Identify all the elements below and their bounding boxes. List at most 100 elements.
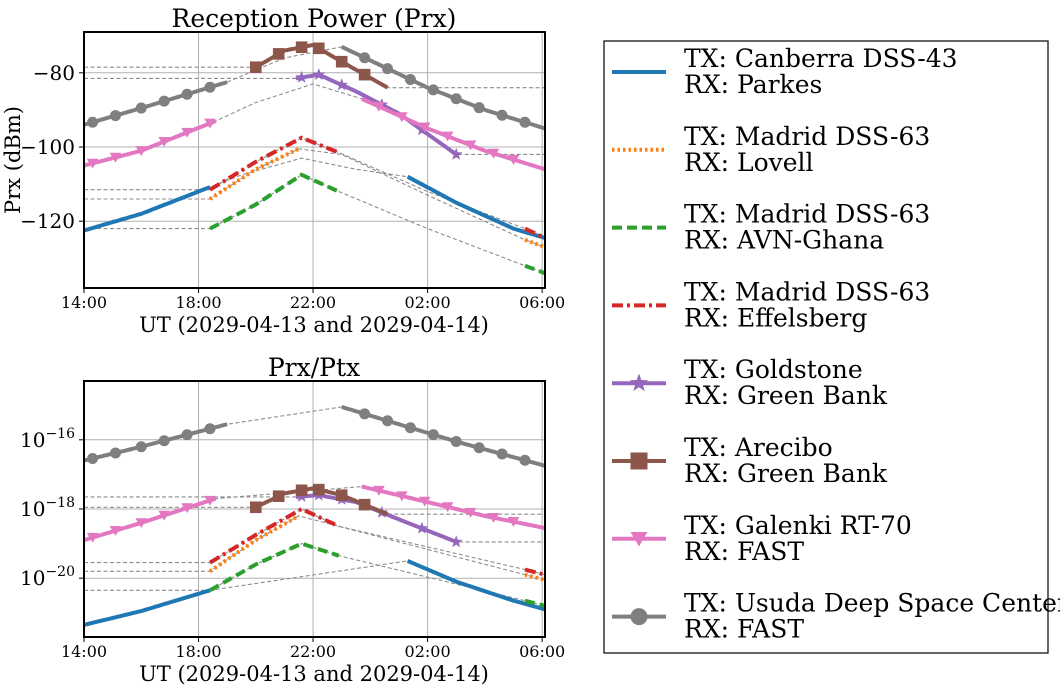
chart2-series-7-marker bbox=[158, 435, 170, 447]
chart2-series-6-marker bbox=[507, 517, 520, 527]
chart2-series-5 bbox=[250, 483, 389, 517]
chart2-series-0-line bbox=[83, 588, 211, 627]
chart2-series-7-marker bbox=[450, 436, 462, 448]
chart2-series-7-marker bbox=[519, 454, 531, 466]
legend-item-2-line2: RX: AVN-Ghana bbox=[684, 226, 884, 255]
chart1-x-ticks: 14:00 18:00 22:00 02:00 06:00 bbox=[61, 288, 565, 312]
chart1-series-7-marker bbox=[450, 93, 462, 105]
chart2-series-0-line bbox=[406, 559, 546, 612]
chart1-series-5 bbox=[250, 41, 389, 90]
legend-item-6-line2: RX: FAST bbox=[684, 537, 804, 566]
legend-item-0-line2: RX: Parkes bbox=[684, 70, 822, 99]
legend-item-1-line2: RX: Lovell bbox=[684, 148, 814, 177]
chart2-series-6-line bbox=[83, 496, 217, 543]
chart2-grid bbox=[83, 381, 545, 637]
legend-item-4-marker bbox=[629, 373, 649, 392]
chart1-xtick-label: 18:00 bbox=[175, 293, 221, 312]
chart2-series bbox=[83, 404, 546, 627]
chart2-y-ticks: 10−20 10−18 10−16 bbox=[20, 426, 84, 590]
legend-item-4-line2: RX: Green Bank bbox=[684, 381, 888, 410]
chart1-series-2 bbox=[209, 172, 546, 276]
chart1-series-5-marker bbox=[335, 55, 348, 68]
chart2-guide-0 bbox=[83, 560, 546, 626]
legend-item-7-line1: TX: Usuda Deep Space Center bbox=[684, 589, 1060, 618]
chart2-title: Prx/Ptx bbox=[268, 353, 360, 382]
chart2-guide-1 bbox=[84, 515, 546, 581]
chart1-series-6-marker bbox=[396, 112, 408, 123]
chart1-xtick-label: 02:00 bbox=[405, 293, 451, 312]
chart1-y-ticks: −120 −100 −80 bbox=[20, 61, 84, 233]
chart2-guide-2 bbox=[84, 543, 546, 607]
chart2-series-5-marker bbox=[295, 484, 308, 497]
chart2-series-6-marker bbox=[373, 485, 385, 496]
chart2-series-7-marker bbox=[382, 415, 394, 427]
chart2-series-6-marker bbox=[204, 495, 216, 506]
chart2-ytick-label: 10−16 bbox=[20, 426, 75, 452]
chart1-guide-2 bbox=[84, 174, 546, 274]
legend-item-1-line1: TX: Madrid DSS-63 bbox=[684, 122, 930, 151]
chart1-series-4-marker bbox=[295, 70, 308, 83]
chart2-series-6-marker bbox=[396, 491, 408, 502]
chart2-series-2-line bbox=[209, 541, 340, 593]
chart1-series-6-marker bbox=[507, 154, 520, 165]
chart1-series-6-marker bbox=[181, 127, 193, 138]
chart2-series-5-marker bbox=[312, 483, 325, 496]
chart1-series-6-marker bbox=[487, 148, 500, 159]
chart1-series-4-marker bbox=[415, 123, 429, 136]
chart1-series-7-marker bbox=[404, 73, 416, 85]
chart2-series-3 bbox=[208, 506, 546, 577]
chart1-series-3 bbox=[208, 135, 546, 240]
chart2-series-6 bbox=[83, 484, 546, 543]
chart1-series-3-line bbox=[208, 135, 340, 192]
chart2-series-7-marker bbox=[496, 448, 508, 460]
chart1-series-4-marker bbox=[449, 147, 463, 160]
chart2-series-3-line bbox=[208, 506, 340, 565]
chart2-series-6-marker bbox=[441, 502, 454, 513]
chart2-series-6-line bbox=[361, 484, 546, 530]
chart2-ytick-label: 10−18 bbox=[20, 495, 75, 521]
chart2-ytick-label: 10−20 bbox=[20, 564, 75, 590]
chart2-series-7-marker bbox=[473, 442, 485, 454]
chart1-guide-1 bbox=[84, 148, 546, 248]
chart2-guide-3 bbox=[84, 508, 546, 576]
chart2-series-2-line bbox=[524, 598, 546, 608]
chart1-series-7-marker bbox=[87, 116, 99, 128]
chart1-series-0-line bbox=[406, 174, 546, 240]
chart1-series-2-line bbox=[209, 172, 340, 231]
chart2-series-6-marker bbox=[109, 525, 122, 536]
chart2-series-7-marker bbox=[135, 441, 147, 453]
chart1-xtick-label: 14:00 bbox=[61, 293, 107, 312]
chart2-xtick-label: 18:00 bbox=[175, 642, 221, 661]
chart-reception-power: Reception Power (Prx) 14:00 18:00 22:00 02:… bbox=[1, 4, 565, 337]
chart2-xtick-label: 02:00 bbox=[405, 642, 451, 661]
chart2-series-6-marker bbox=[86, 532, 99, 543]
chart1-series-7 bbox=[83, 44, 546, 131]
chart2-series-5-marker bbox=[358, 498, 371, 511]
chart1-series-7-line bbox=[340, 44, 546, 131]
chart2-xtick-label: 14:00 bbox=[61, 642, 107, 661]
chart1-guide-3 bbox=[84, 137, 546, 239]
chart1-series-6-marker bbox=[158, 136, 170, 147]
chart2-series-6-marker bbox=[158, 510, 170, 521]
chart2-series-5-marker bbox=[250, 501, 262, 514]
chart1-series-7-marker bbox=[427, 84, 439, 96]
chart2-series-7-marker bbox=[404, 422, 416, 434]
chart2-guide-7 bbox=[83, 406, 546, 467]
chart1-series-5-marker bbox=[358, 68, 371, 81]
chart1-series-1 bbox=[208, 147, 546, 250]
legend-item-5-marker bbox=[630, 452, 648, 470]
legend-item-2-line1: TX: Madrid DSS-63 bbox=[684, 200, 930, 229]
legend-item-4-line1: TX: Goldstone bbox=[684, 355, 863, 384]
chart1-series-6-marker bbox=[86, 158, 99, 169]
chart2-series-7-marker bbox=[359, 408, 371, 420]
chart1-title: Reception Power (Prx) bbox=[172, 4, 457, 33]
chart2-series-6-marker bbox=[135, 518, 148, 529]
chart1-series-5-marker bbox=[312, 42, 325, 55]
chart1-series-7-line bbox=[83, 80, 228, 127]
